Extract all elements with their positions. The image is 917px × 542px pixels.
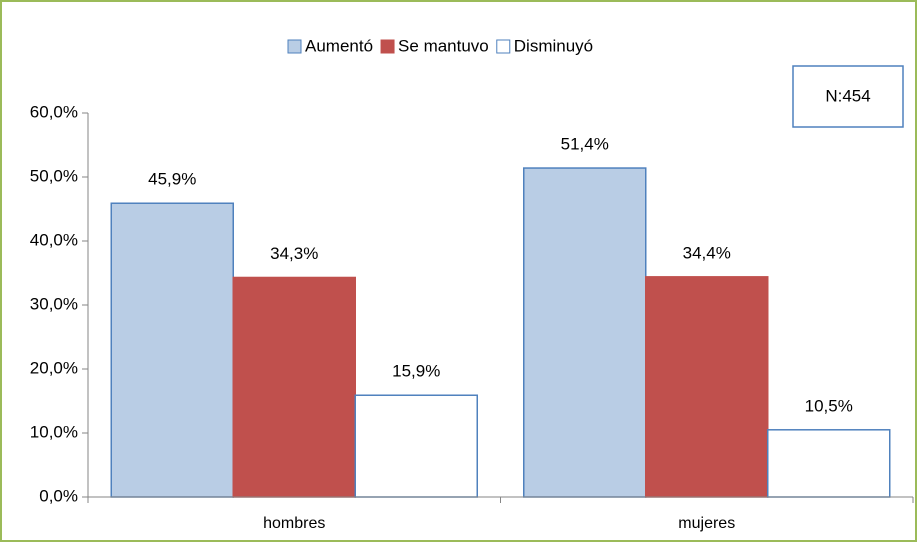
annotation: N:454 [825,86,870,105]
legend-swatch [380,39,395,54]
y-tick-label: 30,0% [30,294,78,313]
legend-label: Se mantuvo [398,36,489,55]
legend-swatch [287,39,302,54]
y-tick-label: 20,0% [30,358,78,377]
legend-label: Aumentó [305,36,373,55]
bar [523,167,647,498]
y-tick-label: 0,0% [39,486,78,505]
bar [767,429,891,498]
x-tick-label: hombres [263,515,325,532]
legend-label: Disminuyó [514,36,593,55]
legend-swatch [496,39,511,54]
data-label: 45,9% [148,170,196,189]
bar [232,276,356,498]
bar [110,202,234,498]
data-label: 34,3% [270,244,318,263]
y-tick-label: 60,0% [30,102,78,121]
data-label: 51,4% [561,135,609,154]
y-tick-label: 10,0% [30,422,78,441]
y-tick-label: 40,0% [30,230,78,249]
y-tick-label: 50,0% [30,166,78,185]
annotation-box [792,65,904,128]
x-tick-label: mujeres [678,515,735,532]
bar [354,394,478,498]
data-label: 34,4% [683,243,731,262]
bar [645,276,769,498]
data-label: 10,5% [805,396,853,415]
data-label: 15,9% [392,362,440,381]
